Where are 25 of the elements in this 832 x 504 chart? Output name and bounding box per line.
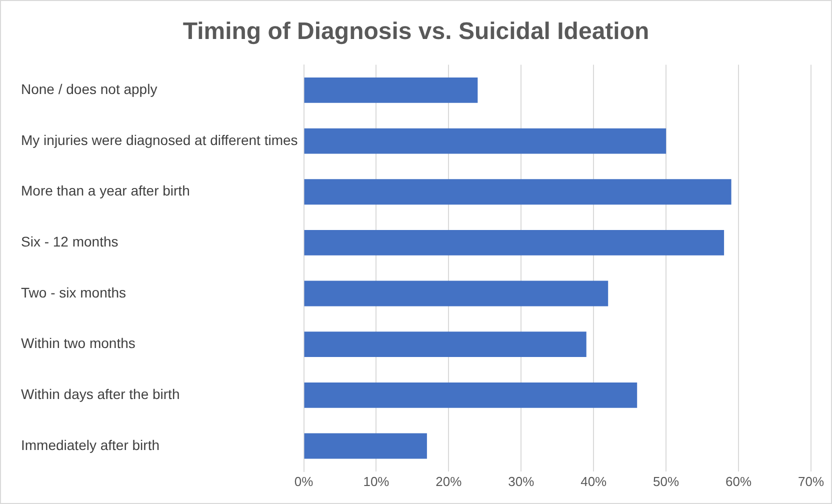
y-tick-label: Immediately after birth (21, 436, 160, 453)
x-tick-label: 30% (508, 474, 535, 489)
bar (304, 332, 586, 358)
bar (304, 128, 666, 154)
y-tick-label: Within days after the birth (21, 386, 180, 402)
y-tick-label: None / does not apply (21, 81, 158, 98)
bar (304, 230, 724, 256)
y-tick-label: Two - six months (21, 284, 126, 300)
y-tick-label: Within two months (21, 335, 136, 352)
x-tick-label: 40% (580, 474, 608, 489)
bar (304, 433, 427, 459)
x-tick-label: 10% (363, 474, 390, 489)
x-tick-label: 0% (294, 474, 314, 489)
y-tick-label: Six - 12 months (21, 234, 118, 250)
y-tick-label: More than a year after birth (21, 182, 190, 199)
chart-title: Timing of Diagnosis vs. Suicidal Ideation (182, 18, 650, 46)
y-tick-label: My injuries were diagnosed at different times (21, 132, 298, 148)
x-tick-label: 60% (726, 474, 752, 489)
bar (304, 179, 732, 205)
x-tick-label: 50% (653, 474, 680, 489)
bar (304, 280, 608, 306)
bar (304, 382, 638, 408)
x-tick-label: 70% (798, 474, 824, 489)
bar (304, 78, 478, 103)
x-tick-label: 20% (436, 474, 462, 489)
